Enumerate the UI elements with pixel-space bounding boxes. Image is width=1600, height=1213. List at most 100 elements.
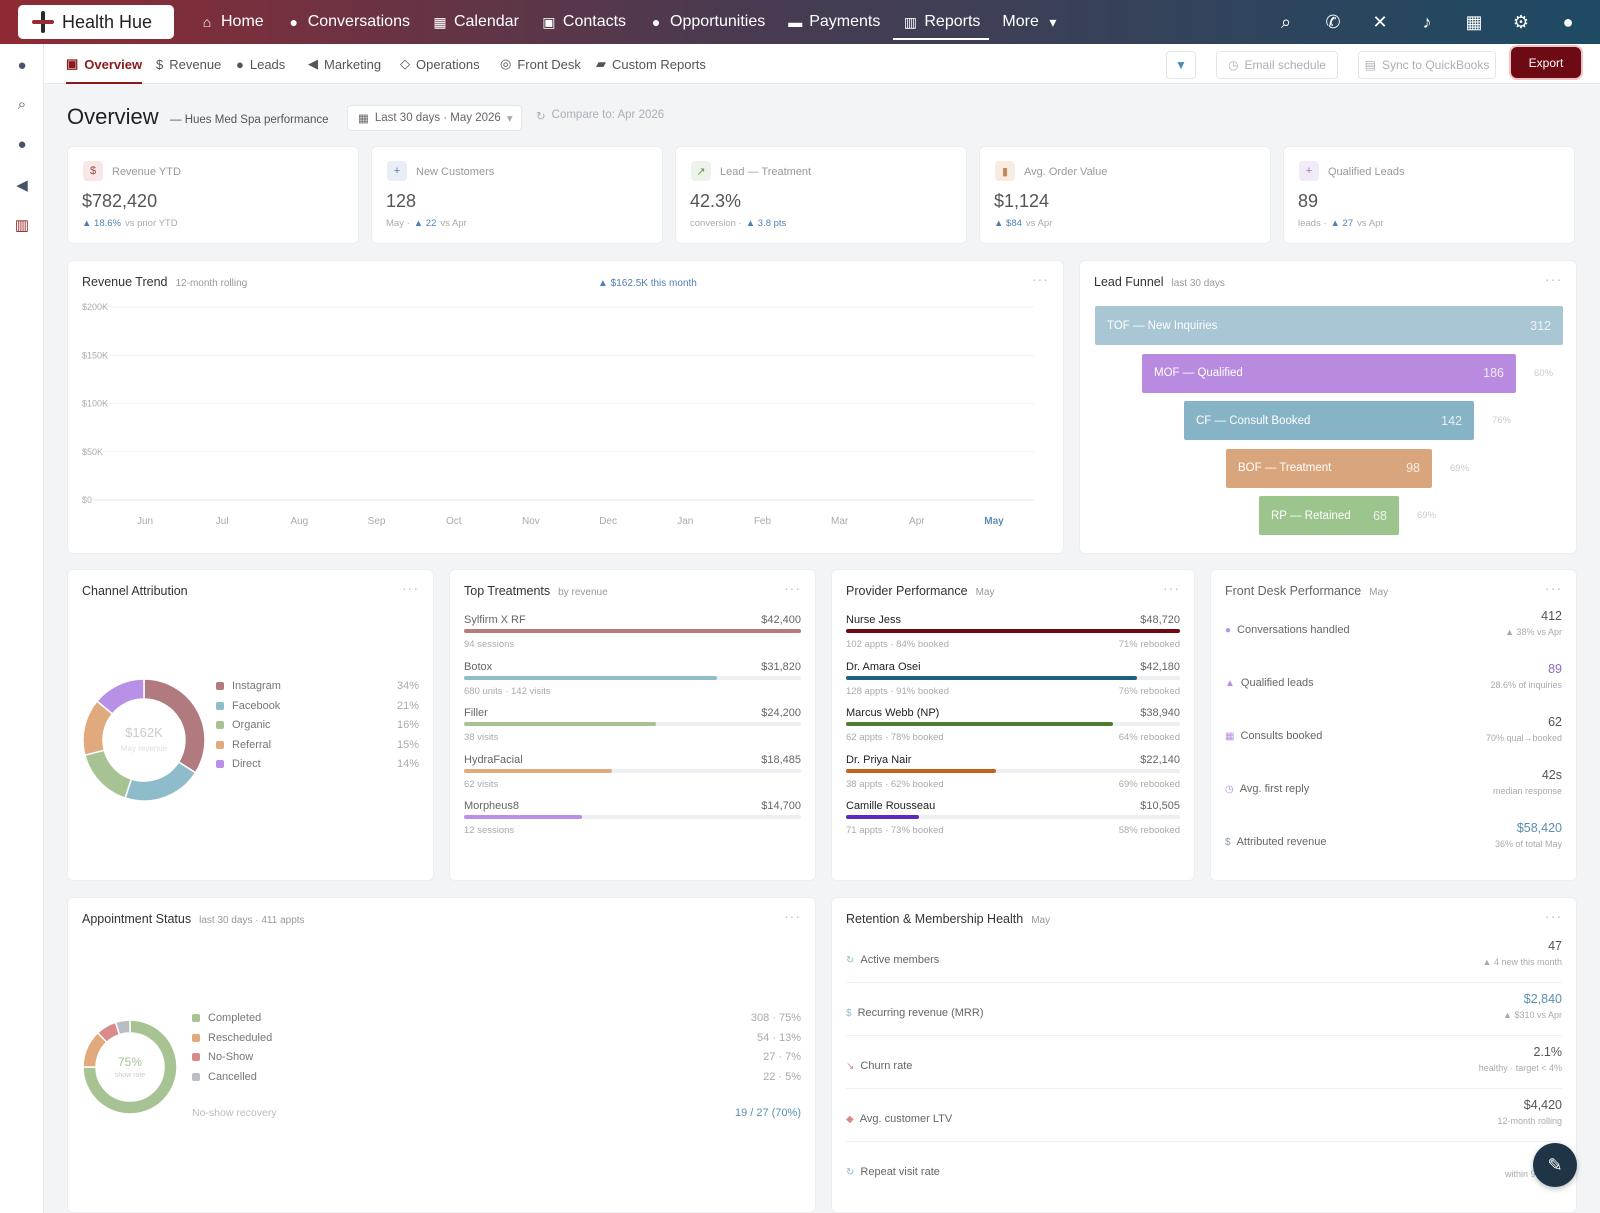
gear-icon[interactable]: ⚙ — [1512, 11, 1530, 32]
x-tick-label: Aug — [290, 516, 308, 527]
chat-icon[interactable]: ● — [17, 57, 27, 74]
kpi-card[interactable]: $ Revenue YTD $782,420 ▲ 18.6% vs prior YTD — [67, 146, 359, 244]
kpi-card[interactable]: + Qualified Leads 89 leads · ▲ 27 vs Apr — [1283, 146, 1575, 244]
tab-overview[interactable]: ▣ Overview — [66, 44, 143, 84]
tab-leads[interactable]: ● Leads — [236, 56, 286, 72]
nav-calendar[interactable]: ▦ Calendar — [433, 13, 519, 30]
donut-slice[interactable] — [82, 1019, 178, 1115]
date-range-select[interactable]: ▦ Last 30 days · May 2026 ▾ — [347, 105, 522, 131]
bar-chart-icon[interactable]: ▥ — [14, 217, 30, 234]
treatment-bar[interactable] — [464, 675, 717, 680]
divider — [846, 1087, 1562, 1089]
kpi-value: $1,124 — [994, 191, 1050, 211]
nav-opportunities[interactable]: ● Opportunities — [637, 0, 776, 44]
filter-button[interactable]: ▼ — [1166, 51, 1196, 79]
provider-rebooked: 76% rebooked — [1118, 685, 1180, 697]
kpi-card[interactable]: ▮ Avg. Order Value $1,124 ▲ $84 vs Apr — [979, 146, 1271, 244]
provider-bar[interactable] — [846, 722, 1114, 726]
metric-row: ▲ Qualified leads — [1225, 677, 1314, 689]
nav-reports[interactable]: ▥ Reports — [891, 0, 991, 44]
nav-contacts[interactable]: ▣ Contacts — [542, 13, 627, 30]
metric-label: Churn rate — [860, 1060, 913, 1072]
kpi-icon: ▮ — [995, 161, 1015, 181]
nav-payments[interactable]: ▬ Payments — [788, 13, 881, 30]
donut-slice[interactable] — [95, 678, 145, 715]
card-title: Provider Performance — [846, 584, 968, 598]
nav-more[interactable]: More ▾ — [991, 0, 1071, 44]
compare-toggle[interactable]: ↻ Compare to: Apr 2026 — [536, 109, 665, 123]
search-icon[interactable]: ⌕ — [1280, 11, 1292, 32]
app-logo[interactable]: Health Hue — [18, 5, 174, 39]
treatment-meta: 62 visits — [464, 778, 499, 790]
export-button[interactable]: Export — [1511, 47, 1581, 78]
appointment-donut-chart — [82, 1019, 178, 1115]
provider-bar[interactable] — [846, 768, 997, 773]
megaphone-icon[interactable]: ◀ — [16, 177, 28, 194]
tab-custom-reports[interactable]: ▰ Custom Reports — [596, 56, 706, 72]
more-options-icon[interactable]: ··· — [1545, 580, 1562, 596]
nav-home[interactable]: ⌂ Home — [188, 0, 275, 44]
funnel-stage[interactable]: TOF — New Inquiries 312 — [1095, 306, 1563, 345]
trend-callout: ▲ $162.5K this month — [598, 278, 697, 289]
legend-swatch — [216, 682, 224, 690]
user-plus-icon: ▲ — [1225, 677, 1235, 689]
magic-wand-button[interactable]: ✎ — [1533, 1143, 1577, 1187]
shuffle-icon[interactable]: ✕ — [1372, 11, 1388, 32]
metric-value: 62 — [1548, 715, 1562, 729]
more-options-icon[interactable]: ··· — [1163, 580, 1180, 596]
treatment-bar[interactable] — [464, 815, 582, 819]
metric-label: Qualified leads — [1240, 677, 1314, 689]
provider-bar-track — [846, 768, 1180, 773]
kpi-delta-prefix: conversion · — [690, 218, 742, 229]
more-options-icon[interactable]: ··· — [784, 908, 801, 924]
treatment-bar[interactable] — [464, 722, 657, 726]
provider-bar[interactable] — [846, 675, 1137, 680]
treatment-name: Sylfirm X RF — [464, 614, 526, 626]
more-options-icon[interactable]: ··· — [1545, 271, 1562, 287]
tab-revenue[interactable]: $ Revenue — [156, 56, 222, 72]
tab-operations[interactable]: ◇ Operations — [400, 56, 480, 72]
metric-row: ▦ Consults booked — [1225, 730, 1322, 742]
more-options-icon[interactable]: ··· — [402, 580, 419, 596]
search-icon[interactable]: ⌕ — [17, 96, 27, 113]
calendar-icon[interactable]: ▦ — [1465, 11, 1483, 32]
funnel-stage[interactable]: CF — Consult Booked 142 — [1184, 401, 1474, 440]
provider-revenue: $10,505 — [1140, 800, 1180, 812]
kpi-value: 42.3% — [690, 191, 742, 211]
treatment-name: HydraFacial — [464, 753, 523, 766]
more-options-icon[interactable]: ··· — [1545, 908, 1562, 924]
provider-bar[interactable] — [846, 629, 1180, 633]
tab-front-desk[interactable]: ◎ Front Desk — [500, 56, 581, 72]
nav-conversations[interactable]: ● Conversations — [275, 0, 421, 44]
lead-funnel-card: Lead Funnel last 30 days ··· TOF — New In… — [1079, 260, 1577, 554]
kpi-card[interactable]: + New Customers 128 May · ▲ 22 vs Apr — [371, 146, 663, 244]
funnel-stage[interactable]: BOF — Treatment 98 — [1226, 448, 1432, 488]
treatment-bar[interactable] — [464, 768, 613, 773]
tab-marketing[interactable]: ◀ Marketing — [308, 56, 382, 72]
kpi-delta: leads · ▲ 27 vs Apr — [1298, 218, 1384, 229]
more-options-icon[interactable]: ··· — [1032, 271, 1049, 287]
legend-value: 308 · 75% — [750, 1012, 801, 1024]
funnel-stage[interactable]: MOF — Qualified 186 — [1142, 353, 1516, 393]
kpi-card[interactable]: ↗ Lead — Treatment 42.3% conversion · ▲ 3.8 … — [675, 146, 967, 244]
kpi-delta-suffix: vs Apr — [1357, 218, 1384, 229]
metric-row: $ Recurring revenue (MRR) — [846, 1007, 984, 1019]
legend-label: Organic — [232, 719, 271, 731]
phone-icon[interactable]: ✆ — [1325, 11, 1341, 32]
more-options-icon[interactable]: ··· — [784, 580, 801, 596]
sync-quickbooks-button[interactable]: ▤ Sync to QuickBooks — [1358, 51, 1496, 79]
email-schedule-button[interactable]: ◷ Email schedule — [1216, 51, 1338, 79]
bell-icon[interactable]: ♪ — [1422, 11, 1432, 32]
layout-icon: ▣ — [66, 56, 79, 71]
donut-slice[interactable] — [84, 749, 133, 799]
card-title: Top Treatments — [464, 584, 551, 598]
legend-swatch — [192, 1014, 200, 1022]
funnel-stage[interactable]: RP — Retained 68 — [1259, 496, 1399, 535]
kpi-delta-value: ▲ 18.6% — [82, 218, 121, 229]
donut-slice[interactable] — [124, 760, 197, 802]
treatment-bar[interactable] — [464, 629, 801, 633]
provider-bar[interactable] — [846, 815, 920, 819]
user-icon[interactable]: ● — [17, 136, 27, 153]
donut-slice[interactable] — [114, 1019, 131, 1036]
user-icon[interactable]: ● — [1562, 11, 1574, 32]
